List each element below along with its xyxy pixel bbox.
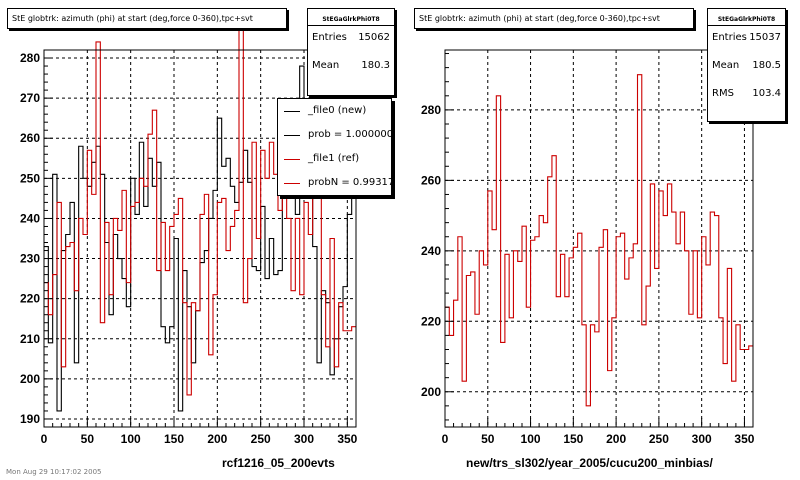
- stats-row-entries: Entries 15037: [708, 26, 785, 54]
- x-tick-label: 150: [563, 432, 583, 446]
- y-tick-label: 200: [421, 385, 441, 399]
- right-plot-title: StE globtrk: azimuth (phi) at start (deg…: [414, 8, 694, 29]
- stats-label: Entries: [312, 32, 347, 43]
- y-tick-label: 220: [20, 292, 40, 306]
- legend-label: probN = 0.993171: [308, 177, 392, 188]
- legend-line-icon: [284, 159, 300, 160]
- x-tick-label: 300: [692, 432, 712, 446]
- left-x-axis-label: rcf1216_05_200evts: [222, 456, 335, 470]
- stats-row-rms: RMS 103.4: [708, 82, 785, 110]
- x-tick-label: 350: [337, 432, 357, 446]
- stats-name: StEGaGlrkPhi0T8: [708, 9, 785, 26]
- y-tick-label: 250: [20, 171, 40, 185]
- x-tick-label: 250: [251, 432, 271, 446]
- stats-value: 15062: [358, 32, 390, 43]
- stats-label: Mean: [312, 60, 340, 71]
- x-tick-label: 100: [121, 432, 141, 446]
- stats-value: 180.3: [361, 60, 390, 71]
- y-tick-label: 230: [20, 252, 40, 266]
- x-tick-label: 200: [207, 432, 227, 446]
- stats-label: Entries: [712, 32, 747, 43]
- stats-label: RMS: [712, 88, 734, 99]
- histogram-series-0: [445, 74, 753, 407]
- legend-entry-prob: prob = 1.000000: [278, 123, 391, 147]
- x-tick-label: 50: [81, 432, 95, 446]
- x-tick-label: 200: [606, 432, 626, 446]
- left-stats-box: StEGaGlrkPhi0T8 Entries 15062 Mean 180.3: [307, 8, 395, 96]
- histogram-series-1: [44, 17, 356, 396]
- legend-label: prob = 1.000000: [308, 129, 392, 140]
- legend-entry-file1: _file1 (ref): [278, 147, 391, 171]
- y-tick-label: 220: [421, 314, 441, 328]
- y-tick-label: 200: [20, 372, 40, 386]
- legend-line-icon: [284, 135, 300, 136]
- legend-line-icon: [284, 183, 300, 184]
- legend-label: _file0 (new): [308, 105, 367, 116]
- x-tick-label: 50: [481, 432, 495, 446]
- x-tick-label: 250: [649, 432, 669, 446]
- x-tick-label: 100: [521, 432, 541, 446]
- legend-box: _file0 (new) prob = 1.000000 _file1 (ref…: [277, 98, 392, 196]
- y-tick-label: 240: [421, 244, 441, 258]
- legend-entry-probn: probN = 0.993171: [278, 171, 391, 195]
- stats-row-mean: Mean 180.5: [708, 54, 785, 82]
- right-x-axis-label: new/trs_sl302/year_2005/cucu200_minbias/: [466, 456, 713, 470]
- right-stats-box: StEGaGlrkPhi0T8 Entries 15037 Mean 180.5…: [707, 8, 786, 122]
- y-tick-label: 280: [20, 51, 40, 65]
- x-tick-label: 300: [294, 432, 314, 446]
- y-tick-label: 280: [421, 103, 441, 117]
- stats-row-mean: Mean 180.3: [308, 54, 394, 82]
- y-tick-label: 240: [20, 211, 40, 225]
- y-tick-label: 190: [20, 412, 40, 426]
- left-plot-title: StE globtrk: azimuth (phi) at start (deg…: [7, 8, 287, 29]
- stats-row-entries: Entries 15062: [308, 26, 394, 54]
- stats-name: StEGaGlrkPhi0T8: [308, 9, 394, 26]
- y-tick-label: 260: [421, 173, 441, 187]
- x-tick-label: 350: [734, 432, 754, 446]
- timestamp-footer: Mon Aug 29 10:17:02 2005: [6, 468, 102, 476]
- legend-label: _file1 (ref): [308, 153, 360, 164]
- y-tick-label: 270: [20, 91, 40, 105]
- stats-value: 15037: [749, 32, 781, 43]
- x-tick-label: 150: [164, 432, 184, 446]
- x-tick-label: 0: [41, 432, 48, 446]
- legend-line-icon: [284, 111, 300, 112]
- y-tick-label: 260: [20, 131, 40, 145]
- legend-entry-file0: _file0 (new): [278, 99, 391, 123]
- right-histogram: 0 50 100 150 200 250 300 350 200 220 240 260 280: [421, 49, 755, 446]
- stats-value: 103.4: [752, 88, 781, 99]
- stats-value: 180.5: [752, 60, 781, 71]
- y-tick-label: 210: [20, 332, 40, 346]
- x-tick-label: 0: [442, 432, 449, 446]
- stats-label: Mean: [712, 60, 740, 71]
